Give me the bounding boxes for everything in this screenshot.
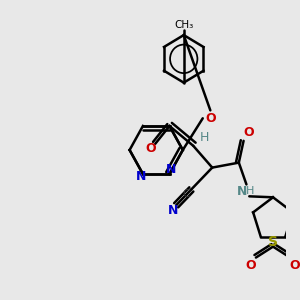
Text: O: O <box>243 126 254 140</box>
Text: N: N <box>136 169 146 182</box>
Text: O: O <box>145 142 156 155</box>
Text: O: O <box>205 112 216 125</box>
Text: O: O <box>290 259 300 272</box>
Text: N: N <box>168 204 178 217</box>
Text: C: C <box>183 189 190 199</box>
Text: CH₃: CH₃ <box>174 20 194 30</box>
Text: H: H <box>200 131 209 144</box>
Text: H: H <box>246 186 254 197</box>
Text: S: S <box>268 235 278 249</box>
Text: O: O <box>246 259 256 272</box>
Text: N: N <box>166 163 177 176</box>
Text: N: N <box>236 185 247 198</box>
